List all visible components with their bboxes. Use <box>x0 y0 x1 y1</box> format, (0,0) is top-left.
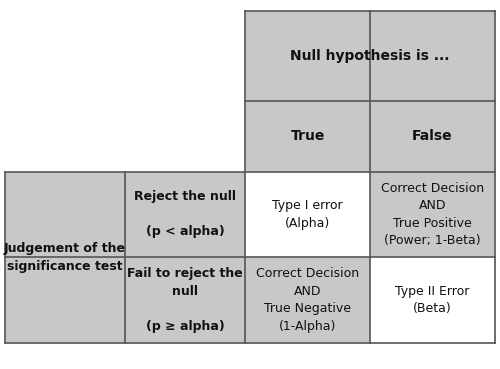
Text: Reject the null

(p < alpha): Reject the null (p < alpha) <box>134 190 236 238</box>
Bar <box>245 11 495 101</box>
Text: Correct Decision
AND
True Positive
(Power; 1-Beta): Correct Decision AND True Positive (Powe… <box>381 182 484 247</box>
Text: Correct Decision
AND
True Negative
(1-Alpha): Correct Decision AND True Negative (1-Al… <box>256 267 359 333</box>
Bar <box>5 172 125 343</box>
Bar <box>245 101 370 172</box>
Bar <box>370 257 495 343</box>
Bar <box>5 11 245 172</box>
Text: True: True <box>290 130 325 144</box>
Text: False: False <box>412 130 453 144</box>
Text: Judgement of the
significance test: Judgement of the significance test <box>4 242 126 273</box>
Text: Type II Error
(Beta): Type II Error (Beta) <box>396 285 469 315</box>
Bar <box>125 172 245 257</box>
Bar <box>370 101 495 172</box>
Bar <box>245 257 370 343</box>
Bar <box>125 257 245 343</box>
Text: Fail to reject the
null

(p ≥ alpha): Fail to reject the null (p ≥ alpha) <box>127 267 243 333</box>
Text: Null hypothesis is ...: Null hypothesis is ... <box>290 49 450 63</box>
Text: Type I error
(Alpha): Type I error (Alpha) <box>272 199 343 230</box>
Bar <box>370 172 495 257</box>
Bar <box>245 172 370 257</box>
